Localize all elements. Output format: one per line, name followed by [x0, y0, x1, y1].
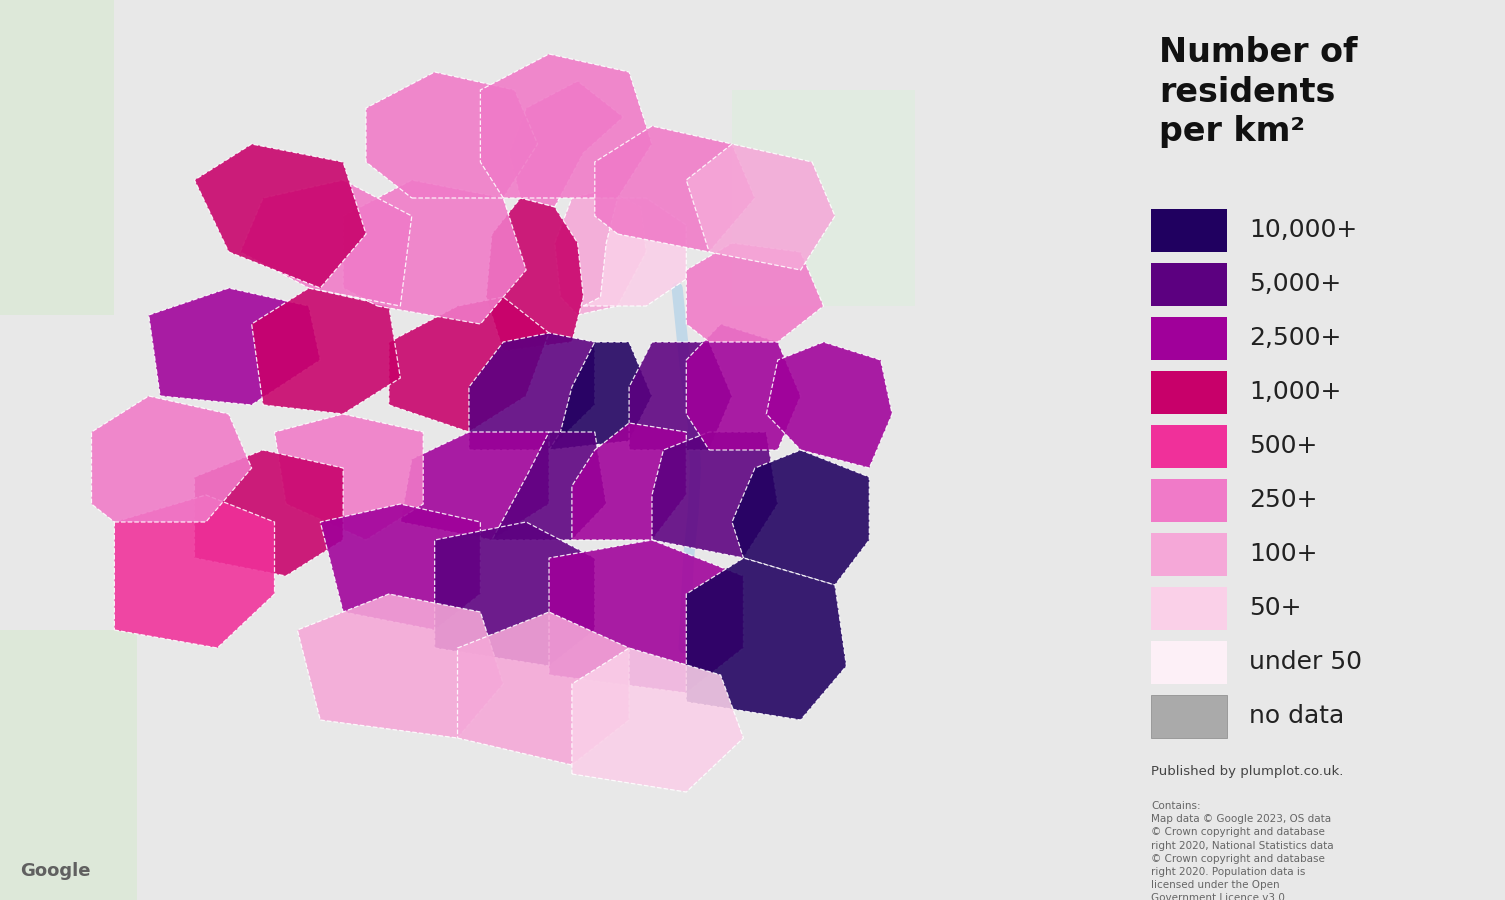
- Polygon shape: [686, 558, 846, 720]
- Polygon shape: [652, 432, 778, 558]
- Polygon shape: [458, 612, 629, 765]
- Polygon shape: [509, 81, 623, 207]
- Polygon shape: [686, 324, 801, 450]
- Text: 500+: 500+: [1249, 435, 1317, 458]
- Polygon shape: [388, 297, 549, 432]
- Bar: [1151, 263, 1227, 306]
- Polygon shape: [321, 504, 480, 630]
- Polygon shape: [629, 342, 731, 450]
- Text: 250+: 250+: [1249, 489, 1318, 512]
- Polygon shape: [686, 144, 835, 270]
- Polygon shape: [731, 450, 870, 585]
- Polygon shape: [149, 288, 321, 405]
- Polygon shape: [480, 54, 652, 198]
- Text: Contains:
Map data © Google 2023, OS data
© Crown copyright and database
right 2: Contains: Map data © Google 2023, OS dat…: [1151, 801, 1333, 900]
- Polygon shape: [555, 189, 646, 315]
- Polygon shape: [549, 540, 743, 693]
- Polygon shape: [194, 450, 343, 576]
- Polygon shape: [572, 423, 686, 540]
- Polygon shape: [766, 342, 892, 468]
- Text: 2,500+: 2,500+: [1249, 327, 1341, 350]
- Bar: [1151, 317, 1227, 360]
- Bar: [1151, 533, 1227, 576]
- Polygon shape: [470, 333, 594, 450]
- Polygon shape: [486, 198, 584, 351]
- Polygon shape: [366, 72, 537, 198]
- Polygon shape: [686, 243, 823, 342]
- Text: Google: Google: [21, 862, 92, 880]
- Bar: [1151, 641, 1227, 684]
- Polygon shape: [0, 630, 137, 900]
- Polygon shape: [274, 414, 423, 540]
- Polygon shape: [572, 648, 743, 792]
- Bar: [1151, 371, 1227, 414]
- Text: Published by plumplot.co.uk.: Published by plumplot.co.uk.: [1151, 765, 1344, 778]
- Polygon shape: [343, 180, 527, 324]
- Text: Number of
residents
per km²: Number of residents per km²: [1159, 36, 1358, 148]
- Polygon shape: [194, 144, 366, 288]
- Polygon shape: [549, 342, 652, 450]
- Text: 100+: 100+: [1249, 543, 1318, 566]
- Polygon shape: [400, 432, 549, 540]
- Polygon shape: [251, 288, 400, 414]
- Polygon shape: [492, 432, 607, 540]
- Bar: [1151, 425, 1227, 468]
- Polygon shape: [594, 126, 756, 252]
- Text: 1,000+: 1,000+: [1249, 381, 1341, 404]
- Text: 10,000+: 10,000+: [1249, 219, 1358, 242]
- Polygon shape: [114, 495, 274, 648]
- Bar: [1151, 587, 1227, 630]
- Text: 50+: 50+: [1249, 597, 1302, 620]
- Polygon shape: [298, 594, 503, 738]
- Bar: [1151, 479, 1227, 522]
- Polygon shape: [241, 180, 412, 306]
- Text: no data: no data: [1249, 705, 1344, 728]
- Polygon shape: [584, 198, 686, 306]
- Polygon shape: [435, 522, 594, 666]
- Polygon shape: [0, 0, 114, 315]
- Bar: [1151, 209, 1227, 252]
- Text: under 50: under 50: [1249, 651, 1362, 674]
- Bar: [1151, 695, 1227, 738]
- Polygon shape: [731, 90, 915, 306]
- Polygon shape: [92, 396, 251, 522]
- Text: 5,000+: 5,000+: [1249, 273, 1341, 296]
